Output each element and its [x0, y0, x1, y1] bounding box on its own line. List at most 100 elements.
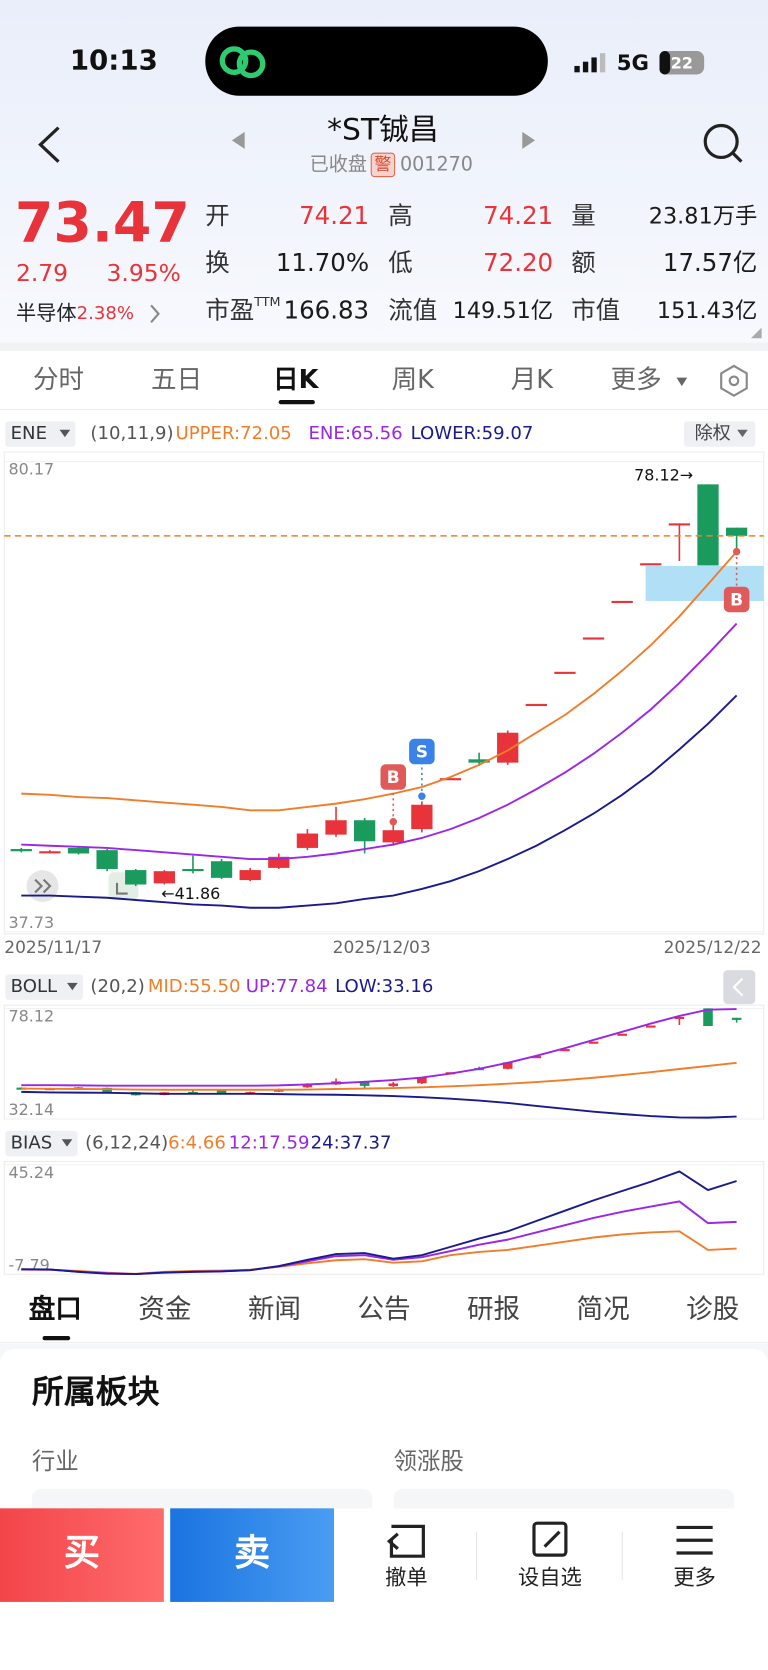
- detail-tab[interactable]: 研报: [467, 1294, 520, 1325]
- indicator-params: (20,2): [90, 976, 144, 997]
- main-frame: [3, 451, 765, 935]
- signal-label: S: [416, 743, 428, 763]
- legend-item: 24:37.37: [311, 1132, 392, 1153]
- stat-label: 流值: [388, 296, 437, 325]
- indicator-select[interactable]: [5, 1130, 78, 1157]
- sector-name: 半导体: [16, 300, 77, 324]
- island-icon: [219, 46, 266, 79]
- indicator-caret: [59, 429, 71, 438]
- stat-value: 149.51亿: [453, 298, 553, 324]
- charts: ENE (10,11,9) UPPER:72.05 ENE:65.56 LOWER:59…: [4, 421, 764, 1276]
- back-button[interactable]: [38, 126, 60, 163]
- candle-body: [417, 1077, 427, 1084]
- period-tab[interactable]: 分时: [33, 365, 84, 395]
- cancel-icon[interactable]: [386, 1524, 425, 1558]
- y-tick-label: 37.73: [9, 913, 55, 932]
- candle-body: [731, 1017, 742, 1020]
- candle-body: [588, 1041, 599, 1044]
- battery: [659, 51, 705, 75]
- section-title: 所属板块: [32, 1372, 160, 1410]
- detail-tab[interactable]: 简况: [577, 1294, 630, 1325]
- adjust-caret: [737, 429, 748, 438]
- candle-body: [582, 637, 605, 640]
- collapse-button[interactable]: [723, 970, 756, 1005]
- adjust-text: 除权: [695, 423, 731, 444]
- signal-icon: [574, 53, 606, 73]
- dynamic-island: [205, 26, 548, 96]
- legend-item: UPPER:72.05: [176, 423, 292, 444]
- y-tick-label: 45.24: [9, 1163, 55, 1182]
- signal-dot: [389, 817, 397, 826]
- stat-label-text: 流值: [388, 296, 437, 325]
- buy-button[interactable]: [0, 1508, 164, 1602]
- stat-label-text: 开: [205, 201, 229, 230]
- candle-body: [617, 1033, 627, 1036]
- sell-text: 卖: [234, 1531, 270, 1574]
- sell-button[interactable]: [170, 1508, 335, 1602]
- legend-item: LOW:33.16: [335, 976, 433, 997]
- sector[interactable]: 半导体2.38%: [16, 300, 134, 324]
- candle-body: [325, 820, 347, 835]
- candle-body: [497, 732, 519, 763]
- prev-stock[interactable]: [231, 131, 245, 149]
- period-tab[interactable]: 五日: [151, 365, 202, 395]
- indicator-params: (6,12,24): [85, 1132, 168, 1153]
- indicator-line: [21, 1090, 737, 1119]
- indicator-line: [21, 1061, 737, 1091]
- search-button[interactable]: [703, 123, 743, 163]
- detail-tab[interactable]: 资金: [138, 1294, 191, 1325]
- stat-value: 74.21: [299, 201, 369, 230]
- indicator-select[interactable]: [5, 421, 76, 447]
- candle-body: [725, 527, 748, 536]
- signal-dot: [418, 792, 426, 800]
- period-tab[interactable]: 日K: [273, 365, 320, 395]
- stat-label-text: 高: [388, 201, 412, 230]
- period-tab[interactable]: 周K: [392, 365, 436, 395]
- candle-body: [640, 563, 662, 566]
- candle-body: [388, 1083, 399, 1087]
- stat-label: 高: [388, 201, 412, 230]
- candle-body: [411, 804, 433, 830]
- market-state: 已收盘: [310, 152, 367, 175]
- candle-body: [703, 1008, 713, 1026]
- clock: 10:13: [70, 44, 158, 77]
- signal-badge[interactable]: [380, 764, 407, 790]
- candle-body: [468, 759, 490, 763]
- y-tick-label: 32.14: [9, 1100, 55, 1119]
- adjust-button[interactable]: [683, 421, 756, 447]
- expand-corner[interactable]: [750, 327, 762, 339]
- period-tabs: 分时 五日 日K 周K 月K 更多: [33, 365, 688, 395]
- more-icon[interactable]: [676, 1525, 713, 1555]
- high-label: 78.12→: [634, 465, 693, 484]
- leader-label: 领涨股: [394, 1447, 464, 1475]
- detail-tab[interactable]: 盘口: [29, 1294, 82, 1325]
- candle-body: [153, 871, 175, 884]
- candle-body: [296, 833, 319, 848]
- battery-level: [659, 51, 671, 75]
- candle-body: [359, 1081, 370, 1086]
- indicator-line: [21, 622, 738, 860]
- legend-item: ENE:65.56: [308, 423, 402, 444]
- divider: [0, 342, 768, 352]
- next-stock[interactable]: [522, 131, 536, 149]
- period-tab[interactable]: 月K: [511, 365, 555, 395]
- low-label: ←41.86: [161, 884, 220, 903]
- settings-icon[interactable]: [720, 364, 748, 397]
- legend-item: 6:4.66: [168, 1132, 226, 1153]
- signal-badge[interactable]: [723, 586, 750, 613]
- candle-body: [382, 830, 404, 843]
- stat-label: 低: [388, 248, 412, 277]
- detail-tab[interactable]: 诊股: [686, 1294, 739, 1325]
- y-tick-label: 80.17: [9, 460, 55, 479]
- candle-body: [216, 1090, 227, 1094]
- watch-icon[interactable]: [532, 1521, 568, 1557]
- period-tab[interactable]: 更多: [611, 365, 662, 395]
- signal-badge[interactable]: [409, 738, 435, 765]
- indicator-select[interactable]: [5, 974, 83, 1000]
- detail-tab[interactable]: 新闻: [248, 1294, 301, 1325]
- detail-tab[interactable]: 公告: [357, 1294, 410, 1325]
- candle-body: [697, 484, 719, 566]
- candle-body: [611, 600, 633, 604]
- boll-frame: [3, 1004, 765, 1120]
